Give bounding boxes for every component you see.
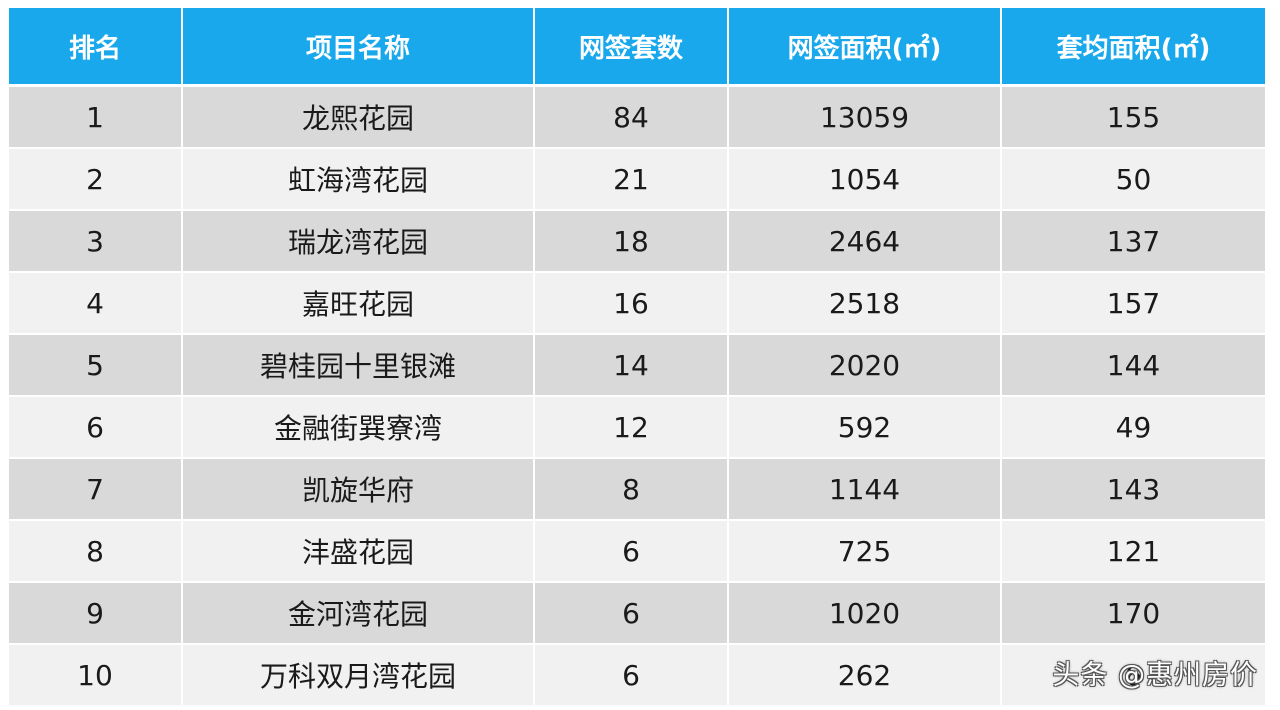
cell-signed-area: 13059 <box>729 87 1002 149</box>
cell-project-name: 虹海湾花园 <box>183 149 535 211</box>
cell-signed-units: 8 <box>535 459 729 521</box>
cell-avg-area: 121 <box>1002 521 1265 583</box>
cell-signed-area: 262 <box>729 645 1002 707</box>
cell-signed-units: 84 <box>535 87 729 149</box>
cell-signed-area: 592 <box>729 397 1002 459</box>
cell-rank: 10 <box>9 645 183 707</box>
header-signed-units: 网签套数 <box>535 8 729 87</box>
cell-avg-area: 170 <box>1002 583 1265 645</box>
cell-project-name: 龙熙花园 <box>183 87 535 149</box>
cell-rank: 6 <box>9 397 183 459</box>
cell-avg-area: 137 <box>1002 211 1265 273</box>
cell-rank: 3 <box>9 211 183 273</box>
table-row: 3 瑞龙湾花园 18 2464 137 <box>9 211 1265 273</box>
cell-rank: 9 <box>9 583 183 645</box>
cell-rank: 8 <box>9 521 183 583</box>
cell-signed-area: 2020 <box>729 335 1002 397</box>
watermark-text: 头条 @惠州房价 <box>1052 660 1258 691</box>
table-row: 6 金融街巽寮湾 12 592 49 <box>9 397 1265 459</box>
table-row: 9 金河湾花园 6 1020 170 <box>9 583 1265 645</box>
cell-rank: 1 <box>9 87 183 149</box>
table-row: 5 碧桂园十里银滩 14 2020 144 <box>9 335 1265 397</box>
cell-project-name: 沣盛花园 <box>183 521 535 583</box>
cell-rank: 5 <box>9 335 183 397</box>
ranking-table: 排名 项目名称 网签套数 网签面积(㎡) 套均面积(㎡) 1 龙熙花园 84 1… <box>9 8 1265 707</box>
cell-signed-units: 18 <box>535 211 729 273</box>
cell-signed-units: 6 <box>535 645 729 707</box>
cell-avg-area: 50 <box>1002 149 1265 211</box>
header-signed-area: 网签面积(㎡) <box>729 8 1002 87</box>
cell-project-name: 碧桂园十里银滩 <box>183 335 535 397</box>
cell-project-name: 瑞龙湾花园 <box>183 211 535 273</box>
cell-signed-area: 1020 <box>729 583 1002 645</box>
cell-signed-area: 2518 <box>729 273 1002 335</box>
table-row: 1 龙熙花园 84 13059 155 <box>9 87 1265 149</box>
cell-project-name: 万科双月湾花园 <box>183 645 535 707</box>
table-row: 2 虹海湾花园 21 1054 50 <box>9 149 1265 211</box>
cell-project-name: 金融街巽寮湾 <box>183 397 535 459</box>
cell-signed-units: 16 <box>535 273 729 335</box>
table-row: 10 万科双月湾花园 6 262 6 <box>9 645 1265 707</box>
cell-signed-units: 14 <box>535 335 729 397</box>
cell-signed-area: 1144 <box>729 459 1002 521</box>
cell-project-name: 凯旋华府 <box>183 459 535 521</box>
cell-project-name: 嘉旺花园 <box>183 273 535 335</box>
cell-signed-units: 6 <box>535 521 729 583</box>
ranking-table-container: 排名 项目名称 网签套数 网签面积(㎡) 套均面积(㎡) 1 龙熙花园 84 1… <box>9 8 1265 707</box>
cell-signed-units: 21 <box>535 149 729 211</box>
cell-rank: 4 <box>9 273 183 335</box>
table-header-row: 排名 项目名称 网签套数 网签面积(㎡) 套均面积(㎡) <box>9 8 1265 87</box>
header-rank: 排名 <box>9 8 183 87</box>
table-row: 7 凯旋华府 8 1144 143 <box>9 459 1265 521</box>
cell-avg-area: 157 <box>1002 273 1265 335</box>
table-row: 8 沣盛花园 6 725 121 <box>9 521 1265 583</box>
cell-signed-area: 725 <box>729 521 1002 583</box>
cell-avg-area: 155 <box>1002 87 1265 149</box>
cell-signed-units: 12 <box>535 397 729 459</box>
cell-rank: 2 <box>9 149 183 211</box>
header-avg-area: 套均面积(㎡) <box>1002 8 1265 87</box>
header-project-name: 项目名称 <box>183 8 535 87</box>
cell-signed-units: 6 <box>535 583 729 645</box>
cell-signed-area: 1054 <box>729 149 1002 211</box>
cell-avg-area: 143 <box>1002 459 1265 521</box>
table-row: 4 嘉旺花园 16 2518 157 <box>9 273 1265 335</box>
cell-avg-area: 49 <box>1002 397 1265 459</box>
cell-project-name: 金河湾花园 <box>183 583 535 645</box>
cell-rank: 7 <box>9 459 183 521</box>
cell-avg-area: 6 <box>1002 645 1265 707</box>
cell-signed-area: 2464 <box>729 211 1002 273</box>
cell-avg-area: 144 <box>1002 335 1265 397</box>
